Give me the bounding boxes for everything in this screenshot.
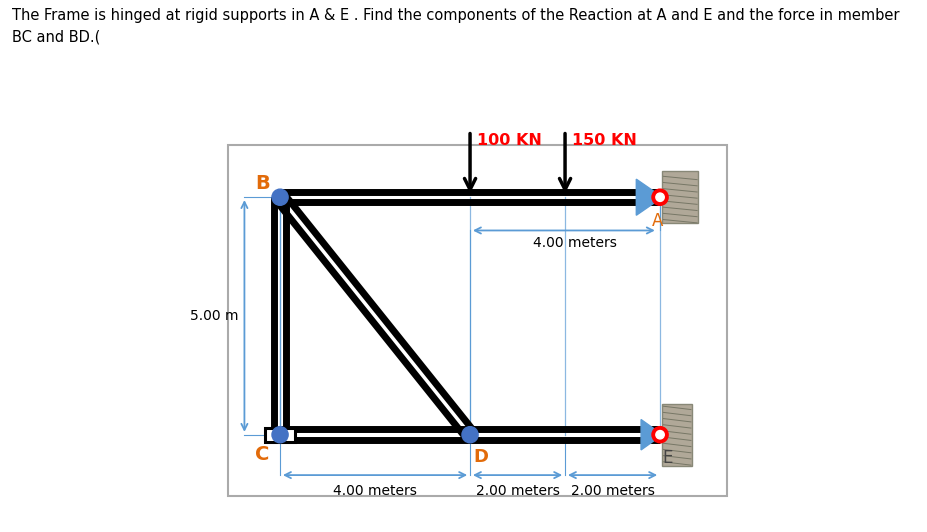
Bar [265, 428, 296, 442]
Text: 150 KN: 150 KN [572, 133, 637, 148]
Bar [663, 171, 698, 223]
Text: B: B [255, 174, 270, 194]
Text: 2.00 meters: 2.00 meters [571, 484, 654, 497]
Circle shape [652, 427, 668, 443]
Text: D: D [474, 448, 489, 466]
Circle shape [652, 189, 668, 205]
Text: The Frame is hinged at rigid supports in A & E . Find the components of the Reac: The Frame is hinged at rigid supports in… [12, 8, 899, 23]
Bar [228, 145, 727, 496]
Polygon shape [641, 420, 663, 450]
Text: 100 KN: 100 KN [477, 133, 542, 148]
Circle shape [462, 427, 478, 443]
Circle shape [655, 430, 665, 439]
Text: 2.00 meters: 2.00 meters [476, 484, 560, 497]
Circle shape [272, 189, 288, 205]
Text: 4.00 meters: 4.00 meters [533, 236, 616, 250]
Circle shape [655, 193, 665, 202]
Bar [663, 404, 692, 466]
Polygon shape [636, 179, 663, 215]
Text: 4.00 meters: 4.00 meters [333, 484, 417, 497]
Text: 5.00 m: 5.00 m [190, 309, 239, 323]
Circle shape [272, 427, 288, 443]
Text: A: A [652, 212, 664, 230]
Text: E: E [663, 449, 673, 467]
Text: BC and BD.(: BC and BD.( [12, 29, 100, 44]
Text: C: C [255, 445, 270, 464]
